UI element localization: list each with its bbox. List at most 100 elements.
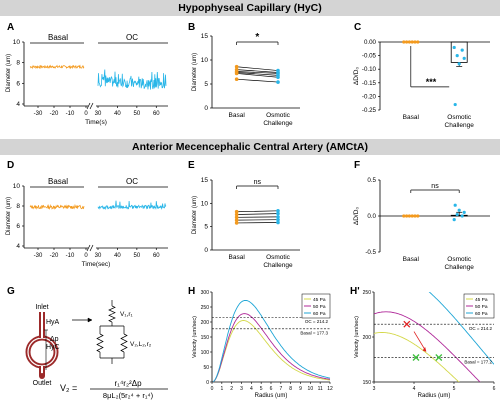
basal-point	[234, 71, 239, 76]
banner-amcta: Anterior Mecencephalic Central Artery (A…	[0, 139, 500, 155]
sig-label: ns	[431, 183, 439, 190]
oc-point	[455, 54, 459, 58]
y-axis-label: Velocity (um/sec)	[192, 316, 198, 358]
arrow-head	[87, 317, 93, 323]
oc-point	[276, 80, 280, 84]
oc-point	[276, 75, 280, 80]
pair-line	[236, 73, 279, 78]
x-tick-label: -20	[50, 111, 59, 117]
y-tick-label: 10	[201, 57, 209, 64]
x-axis-label: Radius (um)	[255, 393, 288, 399]
formula-denominator: 8μL₂(5r₂⁴ + r₁⁴)	[103, 391, 154, 400]
oc-point	[455, 212, 459, 217]
axis-break-mark	[89, 102, 94, 110]
x-tick-label: -10	[66, 111, 75, 117]
basal-point	[410, 40, 414, 44]
basal-point	[407, 40, 411, 44]
x-tick-label: 3	[240, 386, 243, 392]
y-tick-label: -0.20	[362, 93, 377, 100]
y-tick-label: 4	[16, 243, 20, 250]
x-tick-label: 50	[134, 253, 141, 259]
oc-point	[462, 210, 466, 214]
y-tick-label: 5	[204, 224, 208, 231]
x-tick-label: -30	[34, 111, 43, 117]
oc-marker-x	[403, 320, 411, 328]
basal-point	[234, 221, 239, 225]
axis-break-mark	[86, 102, 91, 110]
x-tick-label: 40	[114, 253, 121, 259]
pair-line	[236, 69, 279, 73]
category-label: Osmotic	[447, 114, 472, 121]
y-tick-label: 15	[201, 33, 209, 40]
x-tick-label: 50	[134, 111, 141, 117]
oc-trace	[97, 69, 167, 90]
category-label: Challenge	[263, 262, 293, 269]
resistor-r2a	[96, 333, 104, 353]
y-axis-label: Diameter (um)	[192, 196, 198, 234]
y-axis-label: Diameter (um)	[192, 53, 198, 91]
x-tick-label: 0	[211, 386, 214, 392]
x-tick-label: 6	[493, 386, 496, 392]
y-tick-label: 250	[201, 305, 210, 311]
x-tick-label: -10	[66, 253, 75, 259]
y-tick-label: 5	[204, 81, 208, 88]
basal-label: Basal	[48, 177, 68, 186]
x-tick-label: 8	[289, 386, 292, 392]
x-tick-label: 60	[153, 111, 160, 117]
x-tick-label: 5	[453, 386, 456, 392]
sig-label: ***	[426, 77, 437, 87]
legend-label: 50 Pa	[313, 304, 326, 310]
inlet-label: Inlet	[35, 304, 48, 311]
dp-label: Δp	[50, 336, 59, 343]
oc-point	[462, 56, 466, 60]
legend-label: 45 Pa	[475, 297, 488, 303]
resistor-r1	[108, 305, 116, 323]
y-tick-label: 6	[16, 223, 20, 230]
pair-line	[236, 213, 279, 215]
panel-label-d: D	[7, 160, 15, 171]
basal-point	[234, 218, 239, 222]
y-axis-label: Diameter (um)	[6, 197, 12, 235]
x-tick-label: 9	[299, 386, 302, 392]
axis-break-mark	[86, 244, 91, 252]
x-tick-label: -30	[34, 253, 43, 259]
y-tick-label: 10	[13, 39, 21, 46]
basal-point	[407, 214, 411, 218]
oc-bar	[450, 214, 468, 217]
legend-label: 60 Pa	[313, 311, 326, 317]
panel-label-h-prime: H'	[350, 286, 360, 297]
y-tick-label: 0.0	[367, 213, 376, 220]
category-label: Osmotic	[266, 112, 291, 119]
oc-point	[276, 215, 280, 219]
y-tick-label: 10	[13, 183, 21, 190]
velocity-curve-45-Pa	[374, 332, 460, 382]
y-tick-label: 150	[363, 380, 372, 386]
x-tick-label: 0	[84, 253, 88, 259]
x-tick-label: 30	[95, 111, 102, 117]
basal-trace	[29, 203, 85, 211]
x-tick-label: 60	[153, 253, 160, 259]
x-tick-label: 1	[220, 386, 223, 392]
axis-break-mark	[89, 244, 94, 252]
legend-box	[463, 293, 495, 319]
basal-point	[410, 214, 414, 218]
basal-trace	[29, 64, 85, 70]
y-tick-label: 200	[201, 320, 210, 326]
panel-label-a: A	[7, 22, 15, 33]
hya-lumen	[41, 312, 43, 338]
category-label: Osmotic	[266, 254, 291, 261]
formula-numerator: r₁⁴r₂²Δp	[114, 379, 142, 388]
basal-point	[234, 215, 239, 220]
y-tick-label: 300	[201, 290, 210, 296]
y-tick-label: 100	[201, 350, 210, 356]
oc-label: OC	[126, 33, 138, 42]
category-label: Challenge	[445, 264, 475, 271]
legend-label: 45 Pa	[313, 297, 326, 303]
hya-label: HyA	[46, 319, 60, 326]
v2-label: V₂,L₂,r₂	[130, 341, 152, 348]
y-tick-label: 0.5	[367, 177, 376, 184]
category-label: Basal	[229, 112, 246, 119]
banner-hyc: Hypophyseal Capillary (HyC)	[0, 0, 500, 16]
panel-label-e: E	[188, 160, 195, 171]
category-label: Osmotic	[447, 256, 472, 263]
